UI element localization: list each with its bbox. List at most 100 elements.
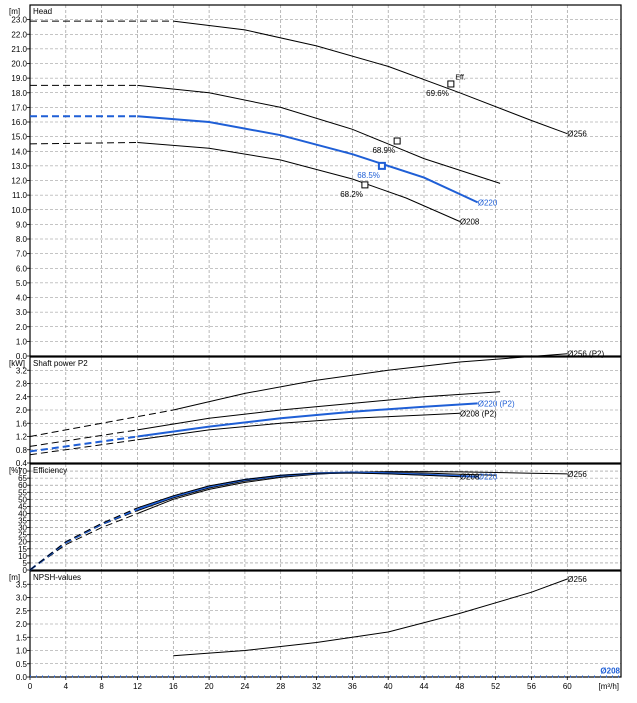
y-tick-label: 20.0 bbox=[11, 60, 27, 69]
panel-title: NPSH-values bbox=[33, 573, 81, 582]
series-label: Ø220 bbox=[478, 473, 498, 482]
y-tick-label: 10.0 bbox=[11, 206, 27, 215]
series-dashed-line bbox=[29, 508, 138, 571]
y-tick-label: 14.0 bbox=[11, 147, 27, 156]
series-line bbox=[137, 391, 501, 431]
panel-frame bbox=[29, 570, 622, 678]
y-tick-label: 1.0 bbox=[16, 337, 28, 346]
y-tick-label: 4.0 bbox=[16, 294, 28, 303]
panel-frame bbox=[29, 356, 622, 464]
panel-3: 0.0 0.5 1.0 1.5 2.0 2.5 3.0 3.5[m] NPSH-values Ø2… bbox=[9, 570, 622, 682]
y-tick-label: 0.5 bbox=[16, 660, 28, 669]
y-tick-label: 70 bbox=[18, 467, 27, 476]
x-tick-label: 48 bbox=[455, 682, 464, 691]
x-tick-label: 24 bbox=[240, 682, 249, 691]
x-tick-label: 60 bbox=[563, 682, 572, 691]
y-tick-label: 2.5 bbox=[16, 607, 28, 616]
y-tick-label: 17.0 bbox=[11, 103, 27, 112]
x-tick-label: 40 bbox=[384, 682, 393, 691]
y-tick-label: 0.4 bbox=[16, 459, 28, 468]
y-tick-label: 11.0 bbox=[12, 191, 28, 200]
y-tick-label: 55 bbox=[18, 488, 27, 497]
series-line bbox=[137, 142, 461, 222]
series-dashed-line bbox=[29, 435, 138, 453]
panel-0: 0.0 1.0 2.0 3.0 4.0 5.0 6.0 7.0 8.0 9.0 10.0 11.0 12… bbox=[9, 4, 622, 361]
series-dashed-line bbox=[29, 409, 174, 437]
y-tick-label: 3.2 bbox=[16, 366, 28, 375]
y-unit: [m] bbox=[9, 573, 20, 582]
y-tick-label: 5 bbox=[23, 559, 28, 568]
y-tick-label: 0.0 bbox=[16, 352, 28, 361]
series-label: Ø208 (P2) bbox=[460, 409, 497, 418]
y-tick-label: 0.8 bbox=[16, 446, 28, 455]
x-tick-label: 32 bbox=[312, 682, 321, 691]
y-tick-label: 13.0 bbox=[11, 162, 27, 171]
x-tick-label: 12 bbox=[133, 682, 142, 691]
series-line bbox=[137, 115, 479, 204]
annotation-label: Eff. bbox=[455, 75, 465, 82]
series-line bbox=[137, 84, 501, 184]
eff-marker-label: 69.6% bbox=[426, 89, 449, 98]
series-dashed-line bbox=[29, 429, 138, 447]
y-tick-label: 3.0 bbox=[16, 594, 28, 603]
series-label: Ø256 bbox=[567, 470, 587, 479]
series-label: Ø208 bbox=[600, 666, 620, 675]
y-tick-label: 35 bbox=[18, 517, 27, 526]
y-tick-label: 2.0 bbox=[16, 406, 28, 415]
panel-title: Efficiency bbox=[33, 466, 67, 475]
x-tick-label: 8 bbox=[99, 682, 104, 691]
x-tick-label: 52 bbox=[491, 682, 500, 691]
y-tick-label: 65 bbox=[18, 474, 27, 483]
x-unit: [m³/h] bbox=[599, 682, 619, 691]
panel-title: Head bbox=[33, 7, 52, 16]
y-unit: [m] bbox=[9, 7, 20, 16]
y-tick-label: 7.0 bbox=[16, 250, 28, 259]
y-tick-label: 15 bbox=[18, 545, 27, 554]
eff-marker-label: 68.2% bbox=[340, 190, 363, 199]
eff-marker bbox=[393, 137, 401, 145]
y-tick-label: 0.0 bbox=[16, 673, 28, 682]
y-tick-label: 22.0 bbox=[11, 30, 27, 39]
y-tick-label: 30 bbox=[18, 524, 27, 533]
y-tick-label: 60 bbox=[18, 481, 27, 490]
series-line bbox=[137, 402, 478, 438]
y-tick-label: 2.8 bbox=[16, 380, 28, 389]
y-tick-label: 16.0 bbox=[11, 118, 27, 127]
y-tick-label: 9.0 bbox=[16, 220, 28, 229]
y-tick-label: 2.4 bbox=[16, 393, 28, 402]
eff-marker bbox=[447, 80, 455, 88]
y-tick-label: 21.0 bbox=[11, 45, 27, 54]
y-tick-label: 50 bbox=[18, 495, 27, 504]
x-tick-label: 56 bbox=[527, 682, 536, 691]
series-line bbox=[173, 20, 568, 135]
y-tick-label: 23.0 bbox=[11, 16, 27, 25]
eff-marker-label: 68.9% bbox=[372, 146, 395, 155]
y-tick-label: 5.0 bbox=[16, 279, 28, 288]
eff-marker-label: 68.5% bbox=[357, 171, 380, 180]
series-label: Ø256 bbox=[567, 575, 587, 584]
series-label: Ø208 bbox=[460, 217, 480, 226]
eff-marker bbox=[377, 161, 386, 170]
series-line bbox=[173, 578, 568, 657]
x-tick-label: 20 bbox=[205, 682, 214, 691]
series-line bbox=[173, 353, 568, 411]
y-unit: [%] bbox=[9, 466, 21, 475]
series-dashed-line bbox=[29, 142, 138, 145]
series-label: Ø220 (P2) bbox=[478, 399, 515, 408]
y-tick-label: 25 bbox=[18, 531, 27, 540]
series-label: Ø256 bbox=[567, 130, 587, 139]
panel-1: 0.4 0.8 1.2 1.6 2.0 2.4 2.8 3.2[kW] Shaft power … bbox=[9, 350, 622, 468]
x-tick-label: 0 bbox=[28, 682, 33, 691]
series-dashed-line bbox=[29, 507, 138, 571]
y-tick-label: 8.0 bbox=[16, 235, 28, 244]
y-tick-label: 6.0 bbox=[16, 264, 28, 273]
y-tick-label: 40 bbox=[18, 509, 27, 518]
y-tick-label: 1.0 bbox=[16, 647, 28, 656]
y-unit: [kW] bbox=[9, 359, 25, 368]
series-line bbox=[137, 472, 460, 509]
y-tick-label: 12.0 bbox=[11, 177, 27, 186]
y-tick-label: 15.0 bbox=[11, 133, 27, 142]
eff-marker bbox=[361, 181, 369, 189]
